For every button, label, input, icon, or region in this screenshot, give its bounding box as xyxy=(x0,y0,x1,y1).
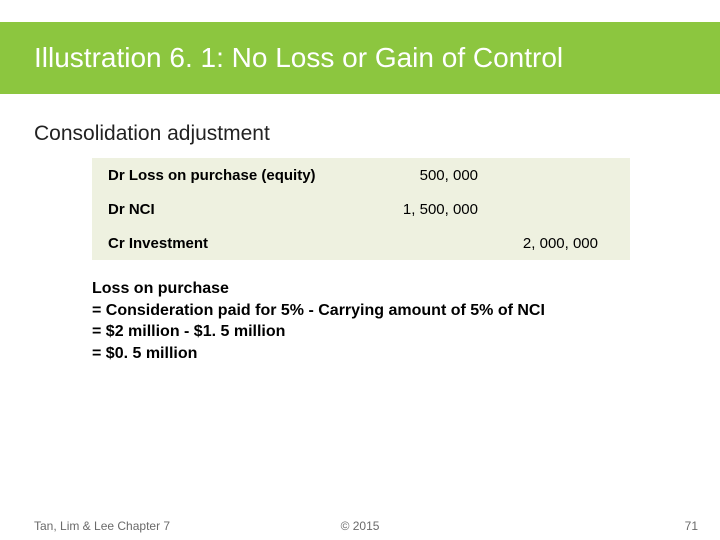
explanation-block: Loss on purchase = Consideration paid fo… xyxy=(92,278,652,364)
journal-debit: 1, 500, 000 xyxy=(368,201,478,218)
table-row: Cr Investment 2, 000, 000 xyxy=(92,226,630,260)
journal-table: Dr Loss on purchase (equity) 500, 000 Dr… xyxy=(92,158,630,260)
footer-center: © 2015 xyxy=(0,519,720,533)
slide-title: Illustration 6. 1: No Loss or Gain of Co… xyxy=(34,42,563,74)
explain-line: = Consideration paid for 5% - Carrying a… xyxy=(92,300,652,322)
table-row: Dr Loss on purchase (equity) 500, 000 xyxy=(92,158,630,192)
explain-line: = $0. 5 million xyxy=(92,343,652,365)
explain-line: Loss on purchase xyxy=(92,278,652,300)
subheading: Consolidation adjustment xyxy=(34,122,270,146)
table-row: Dr NCI 1, 500, 000 xyxy=(92,192,630,226)
journal-credit: 2, 000, 000 xyxy=(478,235,598,252)
journal-debit: 500, 000 xyxy=(368,167,478,184)
journal-label: Dr Loss on purchase (equity) xyxy=(108,167,368,184)
footer-page-number: 71 xyxy=(685,519,698,533)
slide: Illustration 6. 1: No Loss or Gain of Co… xyxy=(0,0,720,540)
journal-label: Cr Investment xyxy=(108,235,368,252)
journal-label: Dr NCI xyxy=(108,201,368,218)
explain-line: = $2 million - $1. 5 million xyxy=(92,321,652,343)
title-banner: Illustration 6. 1: No Loss or Gain of Co… xyxy=(0,22,720,94)
